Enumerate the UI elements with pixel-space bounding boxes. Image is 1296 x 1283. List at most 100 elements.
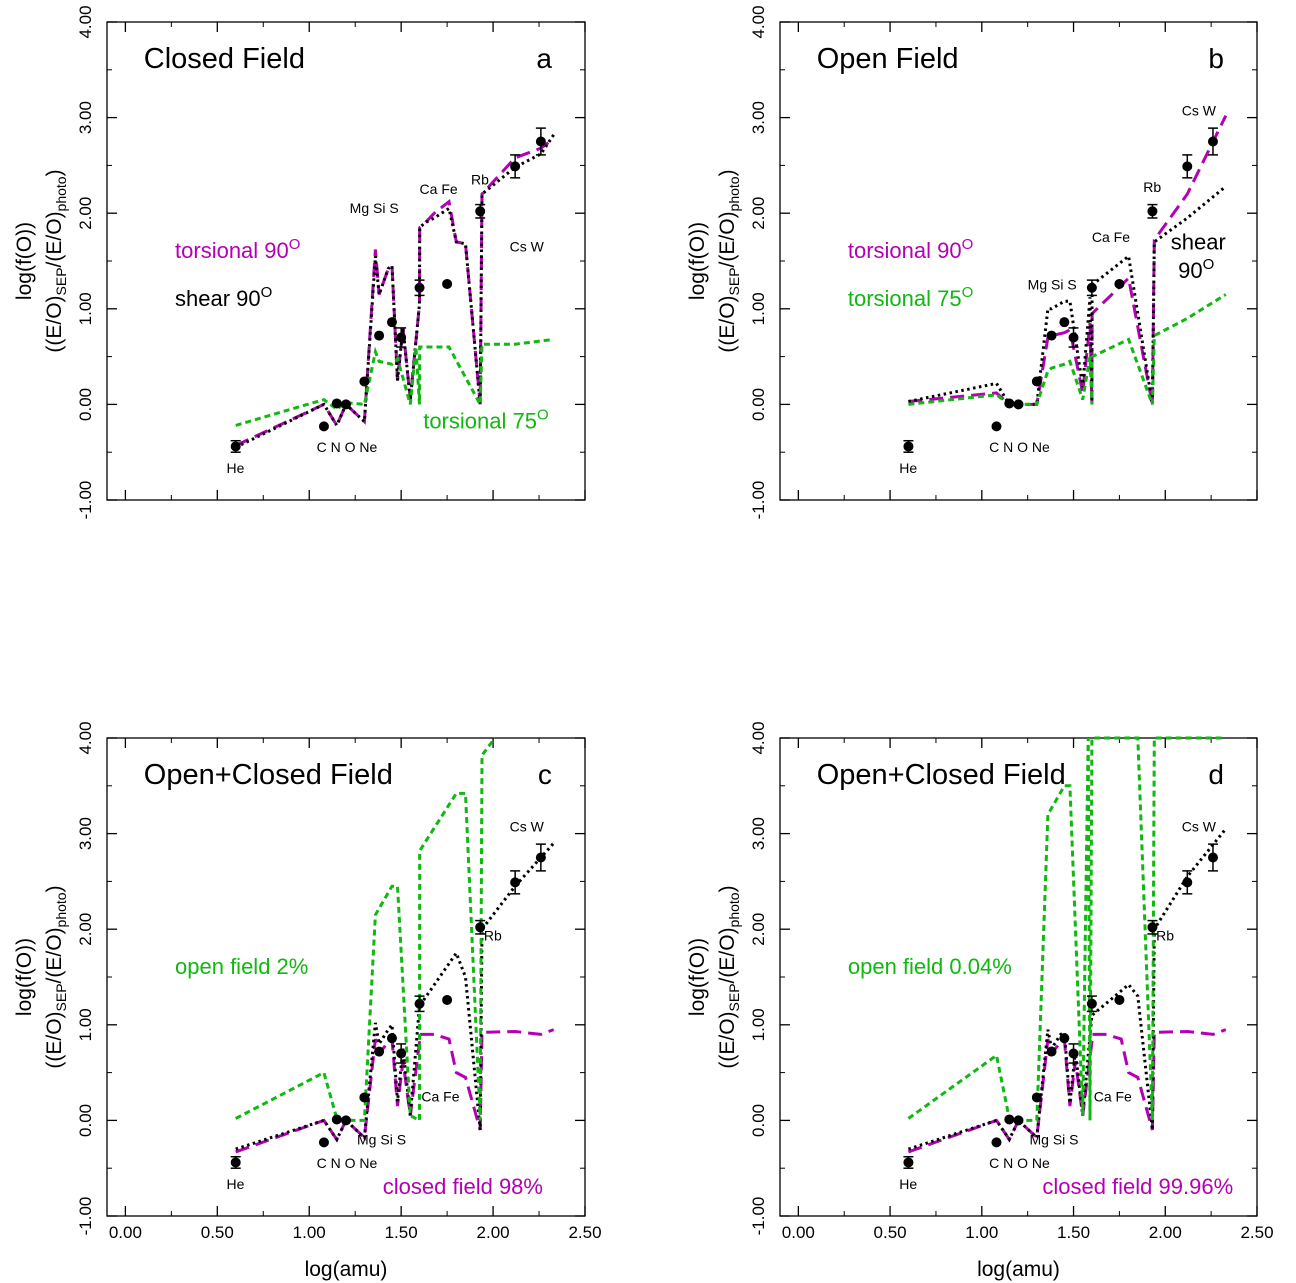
data-point xyxy=(1059,317,1070,328)
data-point xyxy=(1031,1092,1042,1103)
series-annotation: 90O xyxy=(1178,256,1214,283)
data-point xyxy=(1068,1048,1079,1059)
x-tick-label: 1.00 xyxy=(293,1223,326,1242)
series-line-1 xyxy=(235,842,555,1151)
y-tick-label: -1.00 xyxy=(749,1197,768,1236)
data-point xyxy=(359,1092,370,1103)
y-tick-label: 4.00 xyxy=(749,5,768,38)
data-point xyxy=(1031,376,1042,387)
element-label: Rb xyxy=(484,928,502,944)
y-tick-label: 3.00 xyxy=(76,817,95,850)
chart-panel-d: -1.00 0.00 1.00 2.00 3.00 4.00 0.00 0.50 1.00 1.5… xyxy=(686,721,1274,1281)
y-tick-label: 0.00 xyxy=(76,388,95,421)
data-point xyxy=(442,994,453,1005)
data-point xyxy=(1114,278,1125,289)
data-point xyxy=(414,282,425,293)
series-line-1 xyxy=(235,133,555,449)
data-point xyxy=(1013,1115,1024,1126)
x-tick-label: 2.50 xyxy=(1240,1223,1273,1242)
element-label: He xyxy=(227,1176,245,1192)
data-point xyxy=(1046,330,1057,341)
chart-title: Open+Closed Field xyxy=(817,759,1066,791)
y-tick-label: 0.00 xyxy=(749,1104,768,1137)
x-tick-label: 1.50 xyxy=(385,1223,418,1242)
y-tick-label: 2.00 xyxy=(749,913,768,946)
y-axis-label: log(f(O)) xyxy=(13,222,36,300)
element-label: Mg Si S xyxy=(357,1131,406,1147)
element-label: C N O Ne xyxy=(989,1155,1050,1171)
series-annotation: torsional 75O xyxy=(848,284,973,311)
data-point xyxy=(1046,1046,1057,1057)
panel-letter: d xyxy=(1208,759,1224,790)
y-tick-label: -1.00 xyxy=(749,481,768,520)
element-label: Mg Si S xyxy=(1028,277,1077,293)
element-label: C N O Ne xyxy=(989,439,1050,455)
chart-panel-b: -1.00 0.00 1.00 2.00 3.00 4.00 log(f(O)) ((E/O)… xyxy=(686,5,1258,520)
y-tick-label: 0.00 xyxy=(749,388,768,421)
data-point xyxy=(535,852,546,863)
y-tick-label: 1.00 xyxy=(76,292,95,325)
chart-panel-c: -1.00 0.00 1.00 2.00 3.00 4.00 0.00 0.50 1.00 1.5… xyxy=(13,721,602,1281)
x-axis-label: log(amu) xyxy=(977,1258,1060,1281)
element-label: He xyxy=(899,1176,917,1192)
data-point xyxy=(374,330,385,341)
series-line-1 xyxy=(907,827,1227,1151)
chart-title: Open Field xyxy=(817,43,959,75)
x-tick-label: 0.50 xyxy=(201,1223,234,1242)
element-label: Rb xyxy=(1143,179,1161,195)
data-point xyxy=(386,317,397,328)
element-label: C N O Ne xyxy=(317,439,378,455)
data-point xyxy=(1114,994,1125,1005)
y-tick-label: 4.00 xyxy=(76,5,95,38)
y-tick-label: 0.00 xyxy=(76,1104,95,1137)
panel-letter: c xyxy=(538,759,552,790)
data-point xyxy=(991,1137,1002,1148)
element-label: Rb xyxy=(471,172,489,188)
data-point xyxy=(1004,398,1015,409)
y-axis-sublabel: ((E/O)SEP/(E/O)photo) xyxy=(716,169,742,352)
series-annotation: torsional 90O xyxy=(848,236,973,263)
y-tick-label: 2.00 xyxy=(76,197,95,230)
data-point xyxy=(535,136,546,147)
data-point xyxy=(230,1157,241,1168)
data-point xyxy=(341,399,351,410)
chart-title: Open+Closed Field xyxy=(144,759,393,791)
chart-panel-a: -1.00 0.00 1.00 2.00 3.00 4.00 log(f(O)) ((E/O)… xyxy=(13,5,586,520)
element-label: Cs W xyxy=(510,238,545,254)
series-annotation: closed field 99.96% xyxy=(1042,1174,1233,1199)
y-axis-label: log(f(O)) xyxy=(686,938,709,1016)
data-point xyxy=(1147,922,1158,933)
y-axis-sublabel: ((E/O)SEP/(E/O)photo) xyxy=(716,885,742,1068)
data-point xyxy=(903,1157,914,1168)
y-tick-label: 1.00 xyxy=(749,292,768,325)
x-tick-label: 2.00 xyxy=(1149,1223,1182,1242)
y-tick-label: 3.00 xyxy=(76,101,95,134)
y-tick-label: 1.00 xyxy=(749,1008,768,1041)
y-axis-sublabel: ((E/O)SEP/(E/O)photo) xyxy=(43,885,69,1068)
y-tick-label: -1.00 xyxy=(76,1197,95,1236)
series-line-2 xyxy=(908,293,1227,406)
data-point xyxy=(1207,136,1218,147)
data-point xyxy=(1147,206,1158,217)
series-annotation: torsional 75O xyxy=(423,406,548,433)
y-tick-label: 4.00 xyxy=(749,721,768,754)
panel-letter: b xyxy=(1208,43,1224,74)
data-point xyxy=(442,278,453,289)
series-line-0 xyxy=(235,1028,555,1154)
series-annotation: shear xyxy=(1171,230,1226,255)
series-annotation: open field 2% xyxy=(175,954,308,979)
data-point xyxy=(475,922,486,933)
data-point xyxy=(230,441,241,452)
y-tick-label: -1.00 xyxy=(76,481,95,520)
x-tick-label: 2.00 xyxy=(477,1223,510,1242)
data-point xyxy=(903,441,914,452)
data-point xyxy=(1086,998,1097,1009)
element-label: Ca Fe xyxy=(1094,1088,1132,1104)
x-tick-label: 1.00 xyxy=(965,1223,998,1242)
element-label: C N O Ne xyxy=(317,1155,378,1171)
data-point xyxy=(359,376,370,387)
data-point xyxy=(510,877,521,888)
chart-title: Closed Field xyxy=(144,43,305,75)
data-point xyxy=(396,332,407,343)
